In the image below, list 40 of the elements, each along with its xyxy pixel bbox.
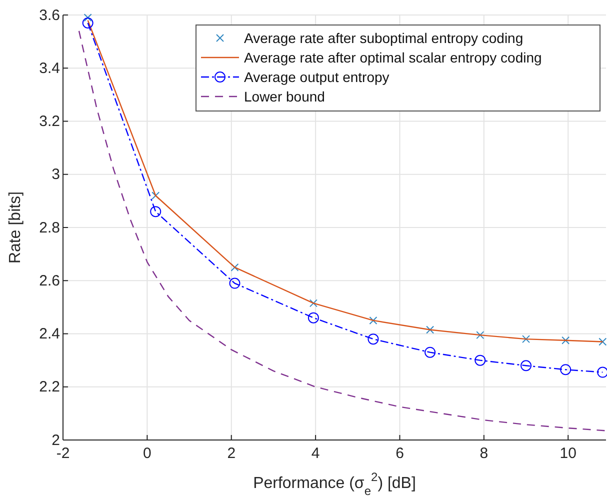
x-tick-label: 6 xyxy=(396,445,404,462)
y-tick-label: 3.4 xyxy=(39,60,60,77)
point xyxy=(84,14,92,22)
point xyxy=(309,299,318,308)
x-axis-title: Performance (σ$_{e}$$^{2}$) [dB] xyxy=(253,470,416,498)
point xyxy=(82,17,94,28)
x-tick-label: 8 xyxy=(480,445,488,462)
point xyxy=(308,312,319,324)
point xyxy=(424,346,436,358)
point xyxy=(597,366,607,378)
point xyxy=(562,336,570,344)
point xyxy=(522,335,530,344)
x-tick-label: 2 xyxy=(227,445,236,462)
legend-label: Lower bound xyxy=(244,88,325,104)
point xyxy=(426,326,434,334)
y-tick-label: 2.6 xyxy=(39,272,60,290)
y-tick-label: 2.8 xyxy=(39,219,60,236)
point xyxy=(229,278,240,289)
y-tick-label: 3.2 xyxy=(39,113,60,130)
y-tick-label: 3.6 xyxy=(39,6,60,24)
legend-label: Average rate after optimal scalar entropy coding xyxy=(244,50,542,66)
y-tick-label: 2.2 xyxy=(39,378,60,396)
line-series xyxy=(78,30,607,432)
point xyxy=(520,360,532,372)
point xyxy=(476,331,484,340)
point xyxy=(368,334,379,345)
point xyxy=(230,263,239,272)
point xyxy=(598,338,607,346)
x-tick-label: 4 xyxy=(311,445,320,462)
legend-label: Average rate after suboptimal entropy coding xyxy=(244,30,524,46)
point xyxy=(150,206,162,218)
x-tick-label: 0 xyxy=(143,445,152,462)
point xyxy=(369,316,378,324)
x-tick-label: 10 xyxy=(560,445,576,462)
legend-label: Average output entropy xyxy=(244,69,390,85)
y-tick-label: 3 xyxy=(52,166,60,184)
y-axis-title: Rate [bits] xyxy=(7,191,24,264)
y-tick-label: 2.4 xyxy=(39,326,60,343)
point xyxy=(560,364,572,376)
point xyxy=(474,354,486,366)
